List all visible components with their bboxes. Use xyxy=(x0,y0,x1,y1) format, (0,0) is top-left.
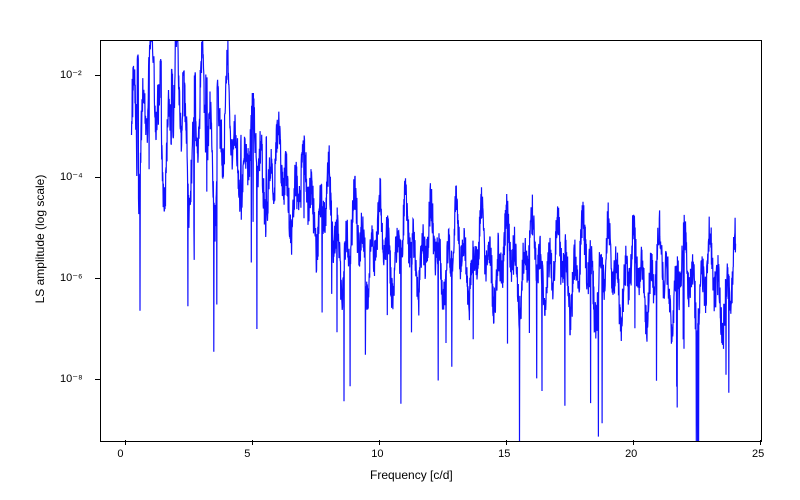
spectrum-path xyxy=(132,41,736,441)
y-tick-mark xyxy=(95,379,100,380)
y-tick-label: 10⁻⁶ xyxy=(60,271,92,284)
x-tick-label: 20 xyxy=(625,448,637,460)
x-tick-label: 10 xyxy=(371,448,383,460)
x-tick-mark xyxy=(506,440,507,445)
y-tick-mark xyxy=(95,177,100,178)
x-tick-label: 15 xyxy=(498,448,510,460)
y-tick-label: 10⁻² xyxy=(60,68,92,81)
x-tick-mark xyxy=(379,440,380,445)
periodogram-chart: LS amplitude (log scale) Frequency [c/d]… xyxy=(0,0,800,500)
x-tick-mark xyxy=(125,440,126,445)
y-tick-label: 10⁻⁸ xyxy=(60,372,92,385)
x-tick-mark xyxy=(633,440,634,445)
x-tick-label: 0 xyxy=(117,448,123,460)
x-tick-label: 5 xyxy=(244,448,250,460)
plot-area xyxy=(100,40,762,442)
y-tick-label: 10⁻⁴ xyxy=(60,170,92,183)
y-axis-label: LS amplitude (log scale) xyxy=(33,139,47,339)
x-tick-label: 25 xyxy=(752,448,764,460)
spectrum-line xyxy=(101,41,761,441)
x-axis-label: Frequency [c/d] xyxy=(370,468,453,482)
x-tick-mark xyxy=(252,440,253,445)
y-tick-mark xyxy=(95,278,100,279)
y-tick-mark xyxy=(95,75,100,76)
x-tick-mark xyxy=(760,440,761,445)
